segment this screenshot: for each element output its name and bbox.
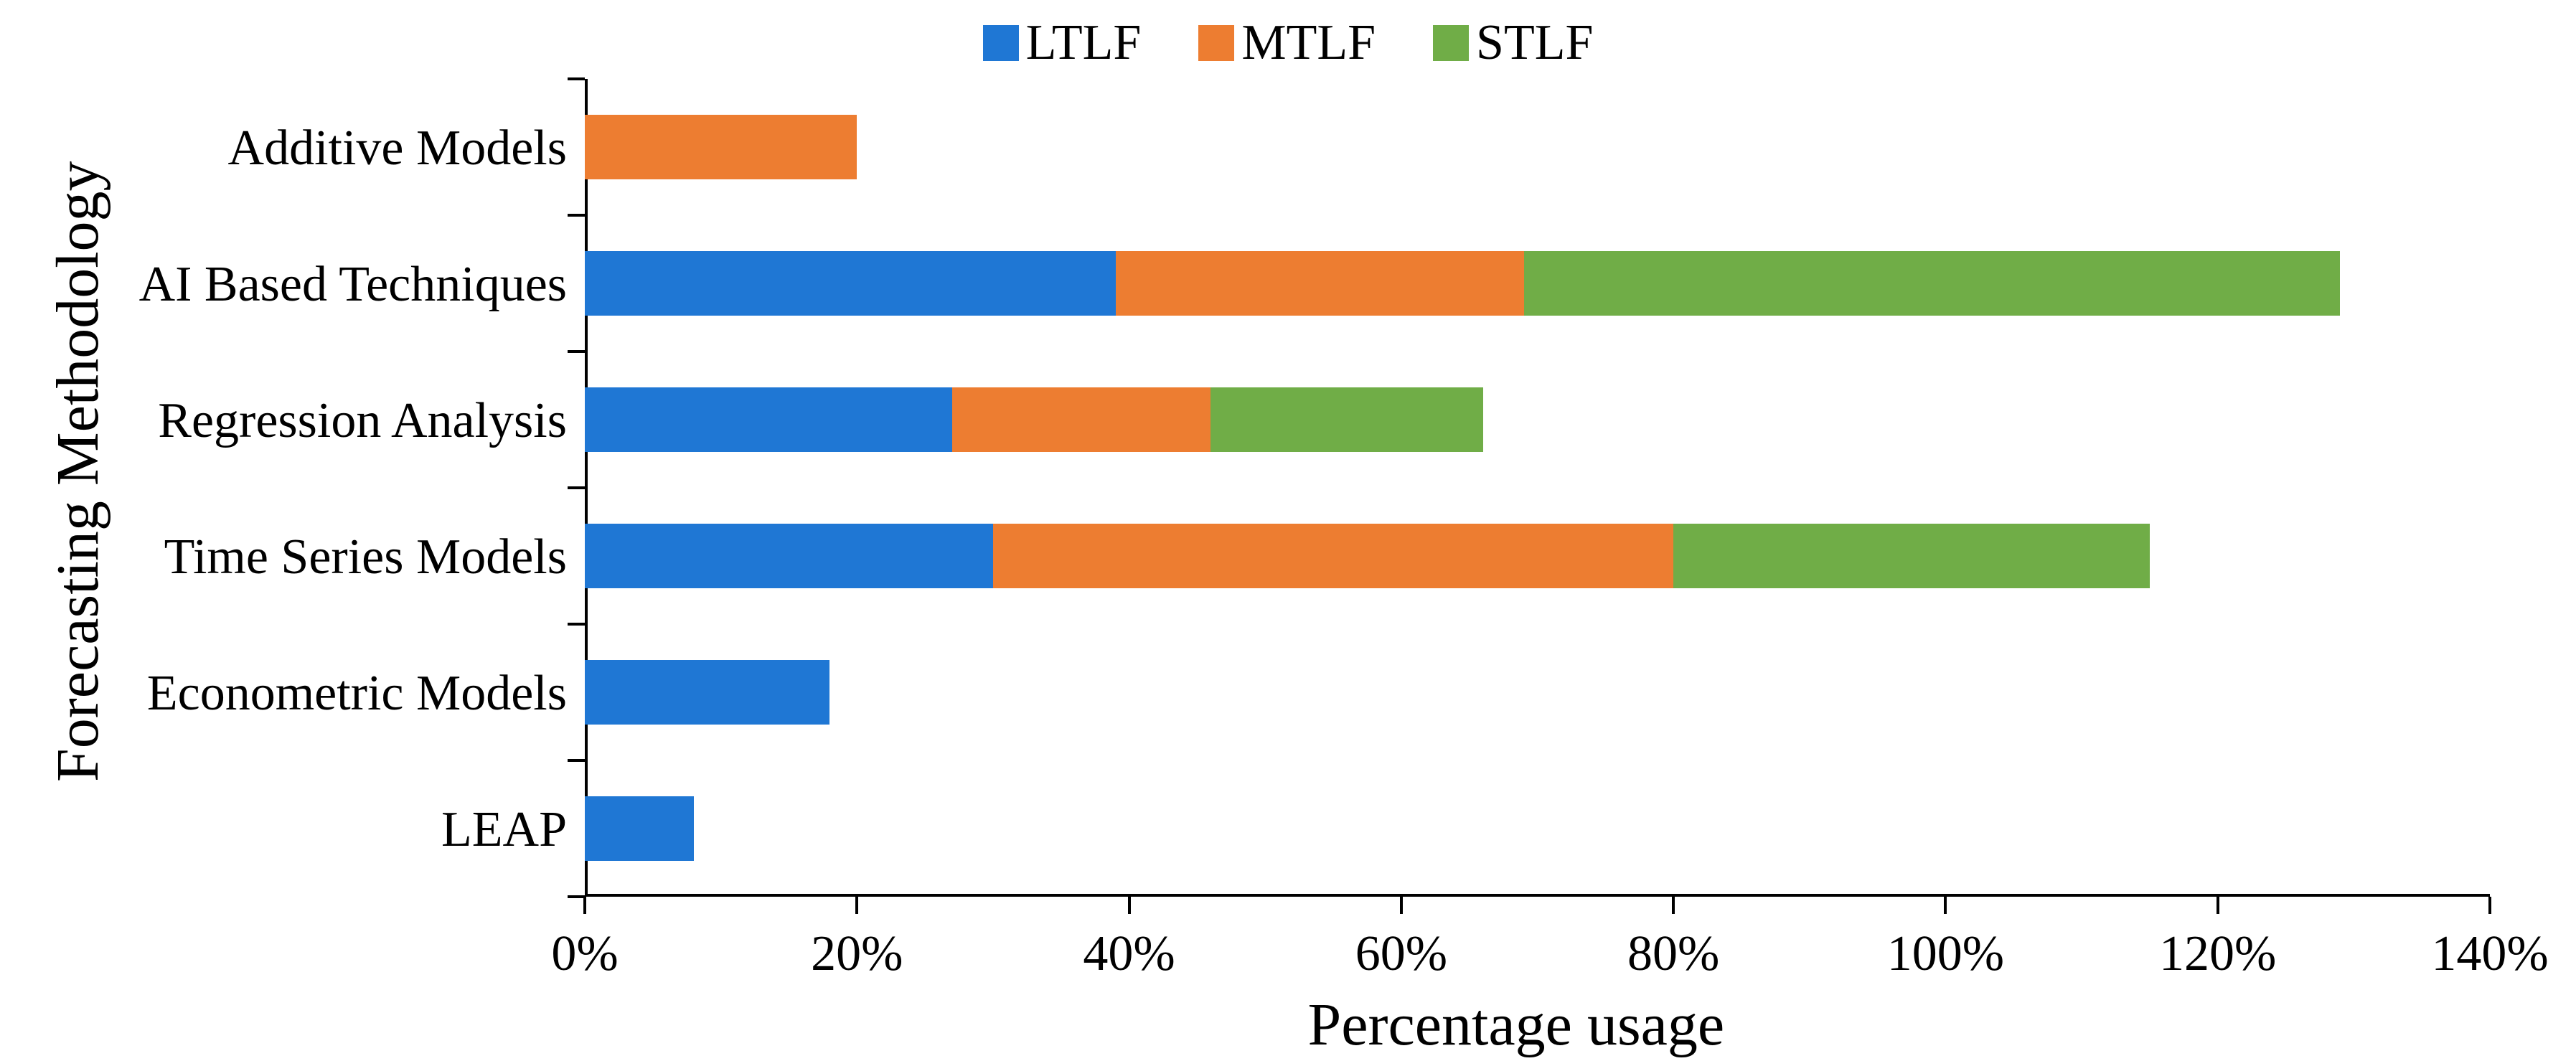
bar-segment-mtlf: [1116, 251, 1524, 316]
x-tick-label: 40%: [1065, 925, 1194, 983]
y-tick-mark: [568, 214, 585, 217]
chart-container: LTLFMTLFSTLF Forecasting Methodology Per…: [0, 0, 2576, 1061]
legend: LTLF MTLF STLF: [0, 14, 2576, 72]
bar-segment-ltlf: [585, 660, 829, 725]
bar-segment-mtlf: [993, 524, 1673, 588]
x-tick-label: 140%: [2425, 925, 2554, 983]
bar-segment-ltlf: [585, 387, 952, 452]
x-tick-mark: [1672, 897, 1675, 914]
y-tick-mark: [568, 350, 585, 353]
bar-segment-stlf: [1211, 387, 1482, 452]
x-tick-mark: [1944, 897, 1947, 914]
bar-segment-ltlf: [585, 251, 1116, 316]
x-tick-label: 80%: [1609, 925, 1738, 983]
legend-label: STLF: [1476, 14, 1593, 72]
y-tick-mark: [568, 895, 585, 898]
x-tick-mark: [1128, 897, 1131, 914]
legend-swatch: [983, 25, 1019, 61]
x-tick-label: 100%: [1881, 925, 2010, 983]
category-label: Time Series Models: [0, 529, 567, 586]
legend-swatch: [1433, 25, 1469, 61]
y-axis-line: [585, 79, 588, 897]
legend-item-mtlf: MTLF: [1198, 14, 1376, 72]
category-label: AI Based Techniques: [0, 256, 567, 313]
x-tick-mark: [583, 897, 586, 914]
category-label: Econometric Models: [0, 665, 567, 722]
legend-swatch: [1198, 25, 1234, 61]
x-tick-label: 20%: [792, 925, 921, 983]
plot-area: [585, 79, 2490, 897]
legend-label: LTLF: [1026, 14, 1142, 72]
x-axis-title: Percentage usage: [1308, 990, 1725, 1060]
bar-segment-stlf: [1673, 524, 2150, 588]
y-tick-mark: [568, 77, 585, 80]
legend-item-stlf: STLF: [1433, 14, 1593, 72]
legend-label: MTLF: [1241, 14, 1376, 72]
bar-segment-mtlf: [952, 387, 1211, 452]
bar-segment-ltlf: [585, 796, 694, 861]
x-tick-mark: [1400, 897, 1403, 914]
x-tick-mark: [855, 897, 858, 914]
bar-segment-ltlf: [585, 524, 993, 588]
y-tick-mark: [568, 486, 585, 489]
x-tick-label: 60%: [1337, 925, 1466, 983]
x-axis-line: [585, 894, 2490, 897]
x-tick-mark: [2488, 897, 2491, 914]
y-tick-mark: [568, 759, 585, 762]
x-tick-label: 0%: [520, 925, 649, 983]
x-tick-label: 120%: [2153, 925, 2283, 983]
x-tick-mark: [2217, 897, 2219, 914]
y-tick-mark: [568, 623, 585, 626]
category-label: Regression Analysis: [0, 392, 567, 450]
bar-segment-stlf: [1524, 251, 2341, 316]
bar-segment-mtlf: [585, 115, 857, 179]
legend-item-ltlf: LTLF: [983, 14, 1142, 72]
category-label: LEAP: [0, 801, 567, 859]
category-label: Additive Models: [0, 120, 567, 177]
